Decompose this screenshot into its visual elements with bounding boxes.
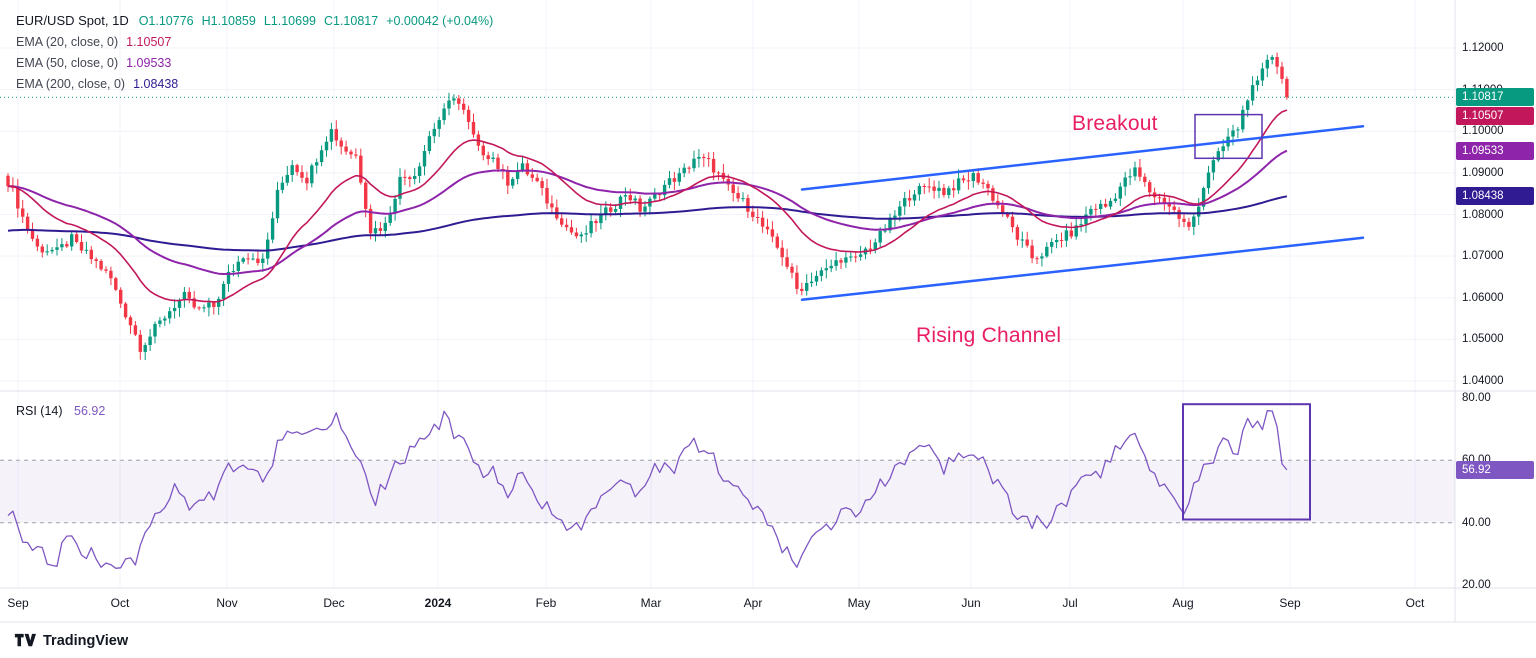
ema200-line[interactable]: [7, 195, 1288, 252]
footer-bar: TradingView: [0, 623, 1536, 658]
ema20-legend-row[interactable]: EMA (20, close, 0) 1.10507: [16, 31, 501, 52]
price-tick-label: 1.06000: [1462, 291, 1504, 304]
ema50-axis-tag: 1.09533: [1456, 141, 1534, 160]
time-axis-label: Apr: [743, 596, 763, 610]
channel-lower-trendline[interactable]: [800, 236, 1365, 302]
rsi-line[interactable]: [7, 410, 1288, 569]
rising-channel-annotation[interactable]: Rising Channel: [916, 324, 1062, 347]
ema50-value: 1.09533: [126, 55, 172, 70]
time-axis-label: Aug: [1172, 596, 1194, 610]
candlestick-series[interactable]: [6, 52, 1289, 360]
time-axis-label: Dec: [323, 596, 345, 610]
time-axis-scale[interactable]: Sep Oct Nov Dec 2024 Feb Mar Apr May Jun Jul Aug Sep…: [0, 592, 1455, 620]
rsi-label: RSI (14): [16, 404, 63, 418]
time-axis-label: Nov: [216, 596, 238, 610]
symbol-title[interactable]: EUR/USD Spot, 1D: [16, 13, 129, 28]
tradingview-logo: [14, 633, 36, 647]
price-tick-label: 1.07000: [1462, 250, 1504, 263]
ema200-legend-row[interactable]: EMA (200, close, 0) 1.08438: [16, 73, 501, 94]
time-axis-label: Oct: [110, 596, 130, 610]
price-axis-scale[interactable]: 1.120001.110001.100001.090001.080001.070…: [1456, 0, 1536, 622]
symbol-legend: EUR/USD Spot, 1D O1.10776 H1.10859 L1.10…: [16, 10, 501, 94]
rsi-band: [0, 460, 1455, 523]
ohlc-low: L1.10699: [263, 13, 316, 28]
ema200-label: EMA (200, close, 0): [16, 76, 126, 91]
symbol-row: EUR/USD Spot, 1D O1.10776 H1.10859 L1.10…: [16, 10, 501, 31]
ema200-value: 1.08438: [133, 76, 179, 91]
time-axis-label: May: [847, 596, 871, 610]
panel-dividers: [0, 0, 1536, 623]
breakout-annotation[interactable]: Breakout: [1072, 112, 1158, 135]
rsi-value-axis-tag: 56.92: [1456, 460, 1534, 479]
rsi-tick-label: 80.00: [1462, 392, 1491, 404]
ohlc-high: H1.10859: [201, 13, 256, 28]
channel-upper-trendline[interactable]: [800, 125, 1365, 191]
tradingview-wordmark: TradingView: [43, 632, 129, 649]
rsi-highlight-box[interactable]: [1182, 403, 1311, 521]
time-axis-label: Sep: [1279, 596, 1301, 610]
ema200-axis-tag: 1.08438: [1456, 187, 1534, 206]
rsi-legend-row[interactable]: RSI (14) 56.92: [16, 404, 105, 418]
ema20-axis-tag: 1.10507: [1456, 107, 1534, 126]
last-price-axis-tag: 1.10817: [1456, 88, 1534, 107]
rsi-value: 56.92: [74, 404, 106, 418]
ema20-line[interactable]: [7, 109, 1288, 303]
vertical-gridlines: [17, 0, 1416, 588]
price-tick-label: 1.05000: [1462, 333, 1504, 346]
ohlc-change: +0.00042 (+0.04%): [386, 13, 494, 28]
time-axis-label: Jul: [1062, 596, 1078, 610]
price-gridlines: [0, 47, 1455, 382]
time-axis-label: Oct: [1405, 596, 1425, 610]
price-tick-label: 1.12000: [1462, 42, 1504, 54]
time-axis-label: Feb: [535, 596, 557, 610]
tradingview-link[interactable]: TradingView: [14, 633, 128, 649]
ema50-line[interactable]: [8, 149, 1288, 275]
breakout-highlight-box[interactable]: [1194, 113, 1263, 160]
price-tick-label: 1.10000: [1462, 125, 1504, 138]
price-tick-label: 1.08000: [1462, 208, 1504, 221]
rsi-tick-label: 40.00: [1462, 516, 1491, 529]
time-axis-label: 2024: [424, 596, 452, 610]
time-axis-label: Mar: [640, 596, 662, 610]
ema20-label: EMA (20, close, 0): [16, 34, 119, 49]
time-axis-label: Sep: [7, 596, 29, 610]
ema50-legend-row[interactable]: EMA (50, close, 0) 1.09533: [16, 52, 501, 73]
ohlc-close: C1.10817: [323, 13, 379, 28]
rsi-tick-label: 20.00: [1462, 579, 1491, 591]
price-tick-label: 1.04000: [1462, 375, 1504, 387]
time-axis-label: Jun: [961, 596, 981, 610]
ema50-label: EMA (50, close, 0): [16, 55, 119, 70]
price-tick-label: 1.09000: [1462, 166, 1504, 179]
ema20-value: 1.10507: [126, 34, 172, 49]
ohlc-open: O1.10776: [138, 13, 194, 28]
